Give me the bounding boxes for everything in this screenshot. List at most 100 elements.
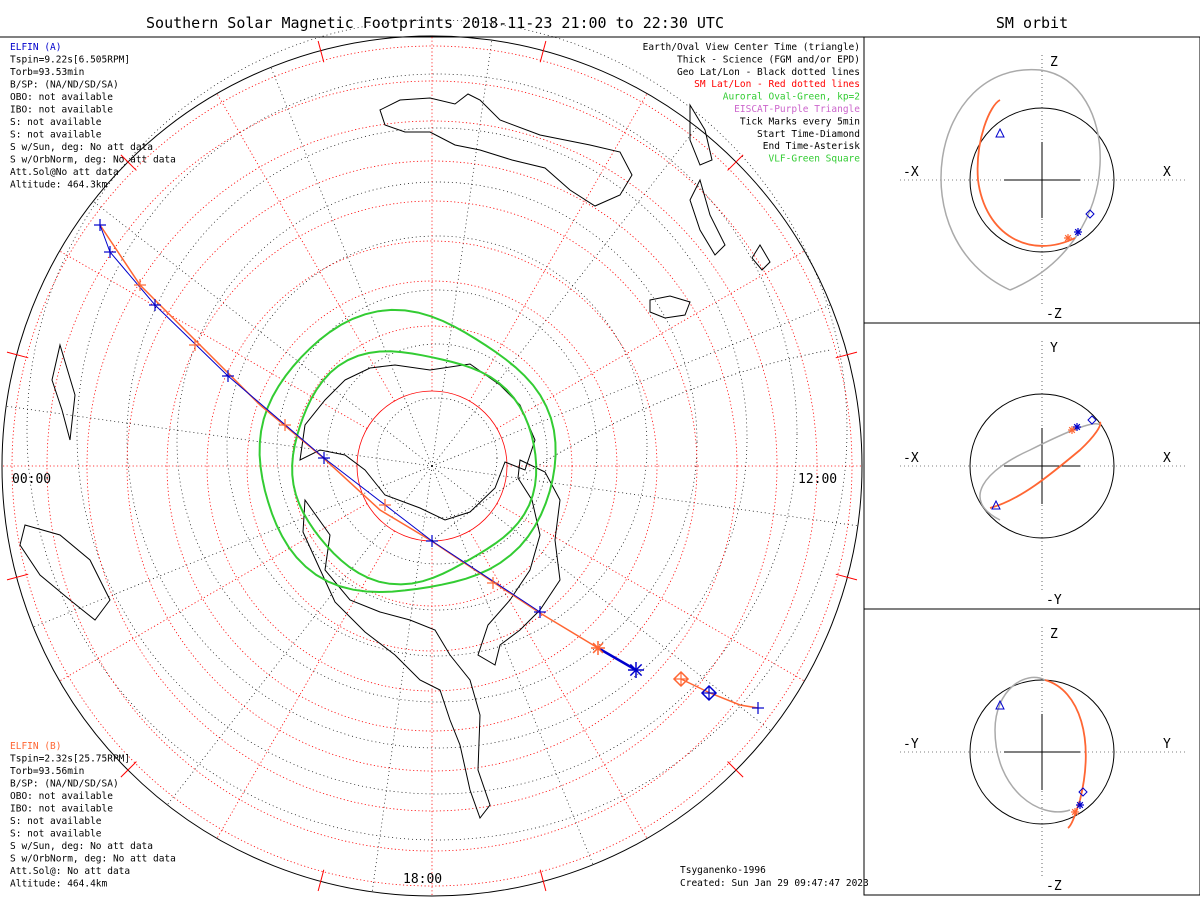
legend-entry: Tick Marks every 5min (740, 116, 860, 127)
start-diamond (1078, 787, 1088, 797)
sm-edge-tick (727, 154, 744, 171)
start-diamond (1085, 209, 1095, 219)
elfin-info-line: S w/Sun, deg: No att data (10, 841, 153, 852)
orbit-label-top: Z (1050, 55, 1058, 70)
orbit-elfin-b (989, 421, 1102, 509)
geo-latitude-circle (376, 397, 498, 519)
geo-grid (6, 19, 858, 892)
start-diamond (1087, 415, 1097, 425)
elfin-info-line: OBO: not available (10, 791, 113, 802)
geo-longitude-line (431, 40, 493, 467)
model-label: Tsyganenko-1996 (680, 865, 766, 876)
sm-longitude-line (496, 250, 805, 429)
legend: Earth/Oval View Center Time (triangle)Th… (643, 42, 861, 165)
geo-latitude-circle (126, 127, 748, 749)
sm-edge-tick (727, 761, 744, 778)
orbit-label-right: Y (1163, 737, 1171, 752)
legend-entry: Earth/Oval View Center Time (triangle) (643, 42, 860, 53)
legend-entry: SM Lat/Lon - Red dotted lines (694, 79, 860, 90)
end-asterisk (1068, 426, 1076, 434)
orbit-elfin-a (994, 676, 1071, 813)
elfin-info-line: B/SP: (NA/ND/SD/SA) (10, 80, 119, 91)
sm-edge-tick (6, 573, 29, 581)
geo-latitude-circle (76, 73, 798, 795)
geo-latitude-circle (26, 19, 848, 841)
orbit-elfin-b (976, 99, 1076, 247)
end-asterisk (1076, 801, 1084, 809)
geo-reference-line (431, 349, 831, 542)
view-center-triangle (991, 499, 1001, 510)
elfin-a-end-asterisk (629, 663, 643, 677)
orbit-label-left: -Y (903, 737, 919, 752)
geo-longitude-line (431, 465, 772, 732)
elfin-name: ELFIN (A) (10, 42, 61, 53)
end-asterisk (1064, 234, 1072, 242)
orbit-label-left: -X (903, 165, 919, 180)
elfin-info-line: Torb=93.53min (10, 67, 84, 78)
legend-entry: Geo Lat/Lon - Black dotted lines (677, 67, 860, 78)
sm-latitude-circle (246, 280, 618, 652)
elfin-info-line: OBO: not available (10, 92, 113, 103)
geo-longitude-line (33, 465, 433, 628)
auroral-oval-inner (291, 350, 538, 586)
elfin-info-line: Tspin=2.32s[25.75RPM] (10, 754, 130, 765)
elfin-info-line: Torb=93.56min (10, 766, 84, 777)
legend-entry: Start Time-Diamond (757, 129, 860, 140)
sm-edge-tick (835, 351, 858, 359)
elfin-info-line: IBO: not available (10, 804, 113, 815)
legend-entry: EISCAT-Purple Triangle (734, 104, 860, 115)
coastline (19, 524, 111, 621)
mlt-label-18: 18:00 (403, 872, 442, 887)
elfin-info-line: B/SP: (NA/ND/SD/SA) (10, 779, 119, 790)
coastline (477, 459, 561, 666)
elfin-info-line: Altitude: 464.3km (10, 180, 108, 191)
elfin-info-line: S w/OrbNorm, deg: No att data (10, 854, 176, 865)
orbit-label-right: X (1163, 165, 1171, 180)
sm-latitude-circle (11, 45, 853, 887)
geo-latitude-circle (226, 235, 648, 657)
sm-longitude-line (469, 530, 648, 839)
elfin-info-line: Altitude: 464.4km (10, 879, 108, 890)
elfin-info-line: S: not available (10, 117, 102, 128)
elfin-b-track (99, 224, 599, 649)
sm-edge-tick (317, 40, 325, 63)
sm-edge-tick (835, 573, 858, 581)
sm-longitude-line (469, 93, 648, 402)
legend-entry: Thick - Science (FGM and/or EPD) (677, 54, 860, 65)
elfin-a-science-segment (597, 646, 637, 672)
coastline (302, 498, 491, 820)
geo-latitude-circle (276, 289, 598, 611)
orbit-panels: Z -Z -X X Y -Y -X X Z -Z -Y Y (900, 55, 1185, 894)
geo-longitude-line (270, 67, 433, 467)
sm-latitude-circle (126, 160, 738, 772)
sm-edge-tick (539, 40, 547, 63)
sm-latitude-circle (166, 200, 698, 732)
elfin-a-info: ELFIN (A) Tspin=9.22s[6.505RPM]Torb=93.53… (10, 42, 176, 191)
orbit-label-bottom: -Z (1046, 307, 1062, 322)
elfin-info-line: S: not available (10, 130, 102, 141)
geo-latitude-circle (326, 343, 548, 565)
geo-latitude-circle (176, 181, 698, 703)
coastline (51, 343, 76, 441)
figure-title: Southern Solar Magnetic Footprints 2018-… (146, 14, 724, 32)
elfin-info-line: Att.Sol@: No att data (10, 866, 130, 877)
polar-map (1, 19, 863, 897)
view-center-triangle (995, 699, 1005, 710)
elfin-b-start-diamond (672, 670, 690, 688)
coastline (299, 363, 536, 521)
sm-edge-tick (539, 869, 547, 892)
orbit-elfin-b (1044, 679, 1087, 829)
legend-entry: VLF-Green Square (768, 154, 860, 165)
orbit-label-top: Y (1050, 341, 1058, 356)
orbit-elfin-a (979, 423, 1101, 521)
elfin-info-line: IBO: not available (10, 105, 113, 116)
end-asterisk (1074, 228, 1082, 236)
geo-longitude-line (431, 126, 698, 467)
sm-edge-tick (317, 869, 325, 892)
elfin-a-track (99, 224, 541, 613)
elfin-b-info: ELFIN (B) Tspin=2.32s[25.75RPM]Torb=93.56… (10, 741, 176, 890)
elfin-info-line: S: not available (10, 816, 102, 827)
geo-longitude-line (431, 304, 831, 467)
auroral-oval-outer (258, 308, 557, 594)
